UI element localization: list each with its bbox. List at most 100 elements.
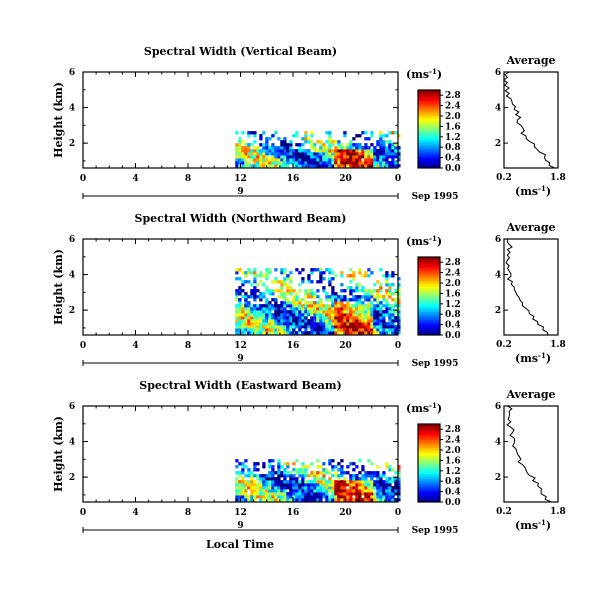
colorbar-tick-label: 0.8 <box>445 477 461 487</box>
heatmap-cell <box>277 152 281 156</box>
day-label: 9 <box>237 521 243 531</box>
heatmap-cell <box>253 468 257 472</box>
heatmap-cell <box>313 325 317 329</box>
heatmap-cell <box>298 164 302 168</box>
heatmap-cell <box>364 143 368 147</box>
heatmap-cell <box>295 298 299 302</box>
heatmap-cell <box>340 495 344 499</box>
colorbar-segment <box>418 483 440 487</box>
heatmap-cell <box>355 301 359 305</box>
heatmap-cell <box>289 149 293 153</box>
heatmap-cell <box>313 307 317 311</box>
heatmap-cell <box>379 495 383 499</box>
heatmap-cell <box>394 289 398 293</box>
heatmap-cell <box>238 331 242 335</box>
heatmap-cell <box>355 155 359 159</box>
heatmap-cell <box>262 310 266 314</box>
heatmap-cell <box>256 295 260 299</box>
heatmap-cell <box>241 471 245 475</box>
heatmap-cell <box>370 271 374 275</box>
colorbar-tick-label: 2.0 <box>445 446 461 456</box>
heatmap-cell <box>259 319 263 323</box>
heatmap-cell <box>376 307 380 311</box>
heatmap-cell <box>271 465 275 469</box>
heatmap-cell <box>328 313 332 317</box>
heatmap-cell <box>367 322 371 326</box>
heatmap-cell <box>361 274 365 278</box>
heatmap-cell <box>301 137 305 141</box>
heatmap-cell <box>295 143 299 147</box>
heatmap-cell <box>352 328 356 332</box>
heatmap-cell <box>247 486 251 490</box>
heatmap-cell <box>325 486 329 490</box>
heatmap-cell <box>358 459 362 463</box>
heatmap-cell <box>385 298 389 302</box>
heatmap-cell <box>340 146 344 150</box>
heatmap-cell <box>244 164 248 168</box>
heatmap-cell <box>253 274 257 278</box>
heatmap-cell <box>295 468 299 472</box>
heatmap-cell <box>328 137 332 141</box>
heatmap-cell <box>247 295 251 299</box>
heatmap-cell <box>256 316 260 320</box>
heatmap-cell <box>370 471 374 475</box>
heatmap-cell <box>250 331 254 335</box>
heatmap-cell <box>241 280 245 284</box>
heatmap-cell <box>352 486 356 490</box>
heatmap-cell <box>382 143 386 147</box>
heatmap-cell <box>364 155 368 159</box>
heatmap-cell <box>301 304 305 308</box>
heatmap-cell <box>334 498 338 502</box>
heatmap-cell <box>310 295 314 299</box>
heatmap-cell <box>325 489 329 493</box>
heatmap-cell <box>280 146 284 150</box>
heatmap-cell <box>346 161 350 165</box>
heatmap-cell <box>295 319 299 323</box>
heatmap-cell <box>352 277 356 281</box>
heatmap-cell <box>325 471 329 475</box>
heatmap-cell <box>295 498 299 502</box>
heatmap-cell <box>244 280 248 284</box>
heatmap-cell <box>316 480 320 484</box>
heatmap-cell <box>280 155 284 159</box>
heatmap-cell <box>328 143 332 147</box>
heatmap-cell <box>370 325 374 329</box>
heatmap-cell <box>388 325 392 329</box>
heatmap-cell <box>388 307 392 311</box>
heatmap-cell <box>238 268 242 272</box>
colorbar-tick-label: 1.2 <box>445 467 461 477</box>
heatmap-cell <box>304 158 308 162</box>
heatmap-cell <box>319 158 323 162</box>
heatmap-cell <box>301 331 305 335</box>
heatmap-cell <box>241 322 245 326</box>
heatmap-cell <box>340 310 344 314</box>
heatmap-cell <box>253 268 257 272</box>
heatmap-cell <box>376 155 380 159</box>
heatmap-cell <box>328 480 332 484</box>
heatmap-cell <box>235 486 239 490</box>
heatmap-cell <box>391 292 395 296</box>
heatmap-cell <box>349 477 353 481</box>
heatmap-cell <box>259 307 263 311</box>
heatmap-cell <box>331 459 335 463</box>
heatmap-cell <box>247 313 251 317</box>
heatmap-cell <box>298 152 302 156</box>
heatmap-cell <box>331 277 335 281</box>
heatmap-cell <box>388 143 392 147</box>
heatmap-cell <box>382 304 386 308</box>
heatmap-cell <box>346 301 350 305</box>
heatmap-cell <box>364 495 368 499</box>
heatmap-cell <box>358 155 362 159</box>
heatmap-cell <box>358 307 362 311</box>
heatmap-cell <box>394 149 398 153</box>
heatmap-cell <box>328 328 332 332</box>
heatmap-cell <box>259 322 263 326</box>
heatmap-cell <box>280 161 284 165</box>
heatmap-cell <box>265 492 269 496</box>
heatmap-cell <box>310 164 314 168</box>
heatmap-cell <box>346 164 350 168</box>
profile-unit-close: ) <box>546 185 551 198</box>
heatmap-cell <box>274 155 278 159</box>
heatmap-cell <box>373 471 377 475</box>
heatmap-cell <box>397 486 401 490</box>
